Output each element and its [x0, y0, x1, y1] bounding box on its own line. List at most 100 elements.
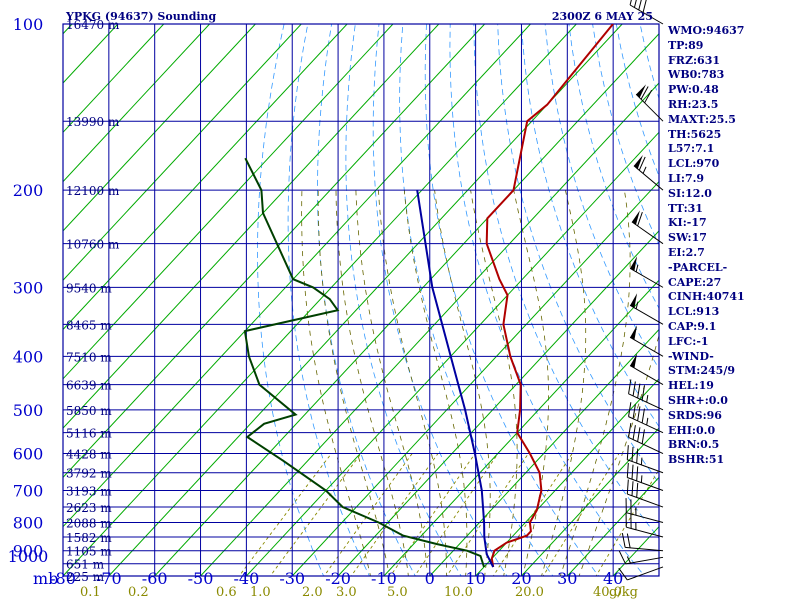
- wind-barb-half-flag: [626, 556, 631, 564]
- temperature-tick-label: -40: [234, 569, 260, 588]
- mixing-ratio-label: 5.0: [387, 585, 408, 600]
- wind-barb-shaft: [627, 566, 664, 581]
- mixing-ratio-label: 10.0: [444, 585, 473, 600]
- stability-index-item: PW:0.48: [668, 83, 719, 97]
- pressure-tick-label: 400: [13, 347, 44, 366]
- isotherm-line: [291, 180, 659, 576]
- isotherm-line: [108, 24, 623, 576]
- wind-barb-shaft: [628, 416, 664, 434]
- height-label: 1582 m: [66, 531, 112, 545]
- isotherm-line: [475, 378, 659, 576]
- wind-barb-flag: [628, 423, 632, 438]
- moist-adiabat: [355, 190, 428, 576]
- height-label: 2088 m: [66, 517, 112, 531]
- wind-barb-shaft: [631, 221, 664, 245]
- wind-barb-pennant: [631, 210, 640, 225]
- stability-index-item: RH:23.5: [668, 97, 719, 111]
- moist-adiabat: [541, 190, 587, 576]
- wind-barb-flag: [632, 425, 636, 440]
- wind-barb-half-flag: [646, 417, 649, 426]
- wind-barb-flag: [636, 482, 639, 498]
- wind-barb-flag: [640, 86, 649, 100]
- height-label: 3792 m: [66, 467, 112, 481]
- temperature-tick-label: -10: [371, 569, 397, 588]
- wind-barb-flag: [626, 479, 629, 495]
- stability-index-item: EHI:0.0: [668, 423, 716, 437]
- pressure-tick-label: 700: [13, 481, 44, 500]
- stability-index-item: SRDS:96: [668, 408, 722, 422]
- wind-barb-shaft: [629, 267, 664, 288]
- dry-adiabat: [399, 24, 554, 576]
- wind-barb-flag: [637, 406, 641, 421]
- isotherm-line: [63, 24, 394, 380]
- mixing-ratio-label: 3.0: [336, 585, 357, 600]
- isotherm-line: [429, 328, 659, 576]
- temperature-tick-label: -60: [142, 569, 168, 588]
- stability-index-item: BRN:0.5: [668, 438, 720, 452]
- pressure-tick-label: 500: [13, 401, 44, 420]
- pressure-tick-label: 100: [13, 15, 44, 34]
- mixing-ratio-label: 20.0: [515, 585, 544, 600]
- wind-barb-pennant: [630, 353, 638, 369]
- wind-barb-half-flag: [642, 166, 647, 174]
- wind-barb-shaft: [626, 512, 664, 523]
- stability-index-item: LCL:970: [668, 157, 720, 171]
- height-label: 2623 m: [66, 501, 112, 515]
- wind-barb-shaft: [629, 304, 664, 325]
- wind-barb-half-flag: [635, 301, 639, 309]
- mixing-ratio-line: [492, 453, 573, 576]
- isotherm-line: [337, 230, 659, 576]
- stability-index-panel: WMO:94637 TP:89 FRZ:631 WB0:783 PW:0.48 RH:23…: [668, 24, 800, 468]
- isotherm-line: [63, 24, 256, 232]
- pressure-tick-label: 1000: [8, 547, 49, 566]
- height-label: 225 m: [66, 570, 105, 584]
- wind-barb-flag: [628, 402, 632, 417]
- height-label: 3193 m: [66, 484, 112, 498]
- mixing-ratio-label: 2.0: [302, 585, 323, 600]
- moist-adiabat: [403, 190, 468, 576]
- pressure-unit-label: mb: [33, 569, 58, 588]
- stability-index-item: EI:2.7: [668, 245, 705, 259]
- height-label: 7510 m: [66, 350, 112, 364]
- temperature-tick-label: -30: [279, 569, 305, 588]
- wind-barb-flag: [626, 533, 631, 548]
- wind-barb-shaft: [625, 556, 664, 565]
- wind-barb-flag: [631, 481, 634, 496]
- stability-index-item: CAP:9.1: [668, 319, 717, 333]
- isotherm-line: [154, 32, 659, 576]
- profile-lines-group: [243, 24, 614, 568]
- stability-index-item: CAPE:27: [668, 275, 722, 289]
- height-label: 8465 m: [66, 318, 112, 332]
- isotherm-line: [63, 24, 302, 281]
- stability-index-item: TT:31: [668, 201, 703, 215]
- wind-barb-shaft: [629, 336, 664, 357]
- temperature-profile-line: [485, 24, 614, 568]
- wind-barb-flag: [636, 466, 639, 481]
- isotherm-line: [566, 476, 659, 576]
- stability-index-item: -WIND-: [668, 349, 714, 363]
- wind-barb-flag: [632, 381, 636, 396]
- stability-index-item: FRZ:631: [668, 53, 721, 67]
- mixing-ratio-line: [389, 453, 476, 576]
- wind-barb-half-flag: [646, 394, 649, 403]
- wind-barbs-group: [618, 0, 664, 581]
- wind-barb-shaft: [625, 546, 664, 552]
- stability-index-item: TH:5625: [668, 127, 722, 141]
- stability-index-item: LFC:-1: [668, 334, 709, 348]
- wind-barb-flag: [641, 385, 645, 401]
- wind-barb-flag: [644, 89, 653, 104]
- dry-adiabat: [568, 24, 659, 310]
- mixing-ratio-label: 40.0: [593, 585, 622, 600]
- stability-index-item: LCL:913: [668, 305, 720, 319]
- temperature-tick-label: -50: [188, 569, 214, 588]
- wind-barb-shaft: [627, 493, 664, 508]
- isotherm-line: [63, 24, 486, 479]
- wind-barb-shaft: [627, 477, 664, 491]
- height-label: 10760 m: [66, 238, 120, 252]
- moist-adiabat: [378, 190, 447, 576]
- moist-adiabat: [578, 333, 659, 576]
- isotherm-line: [63, 24, 210, 183]
- mixing-ratio-label: 0.1: [80, 585, 101, 600]
